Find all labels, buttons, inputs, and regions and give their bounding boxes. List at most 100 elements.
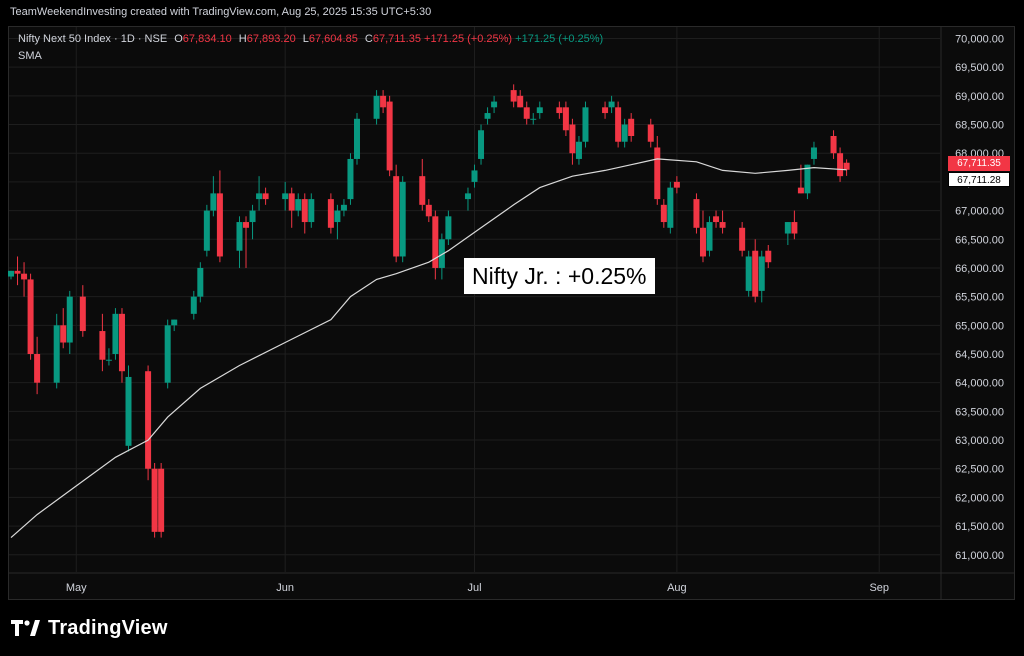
- candle-body: [171, 319, 178, 326]
- candle-body: [118, 313, 125, 372]
- x-tick-label: May: [66, 582, 87, 594]
- high-label: H: [238, 33, 247, 45]
- candle-body: [60, 325, 67, 343]
- y-tick-label: 66,500.00: [955, 234, 1004, 246]
- candle-body: [491, 101, 498, 108]
- candle-body: [784, 222, 791, 234]
- y-tick-label: 67,000.00: [955, 206, 1004, 218]
- candle-body: [432, 216, 439, 268]
- candle-body: [34, 354, 41, 383]
- candle-body: [308, 199, 315, 223]
- candle-body: [216, 193, 223, 257]
- sma-indicator-label[interactable]: SMA: [18, 50, 42, 62]
- candle-body: [386, 101, 393, 171]
- candle-body: [249, 210, 256, 223]
- close-label: C: [364, 33, 373, 45]
- close-value: 67,711.35: [372, 33, 421, 45]
- open-value: 67,834.10: [182, 33, 232, 45]
- y-tick-label: 66,000.00: [955, 263, 1004, 275]
- y-tick-label: 61,000.00: [955, 550, 1004, 562]
- y-tick-label: 64,500.00: [955, 349, 1004, 361]
- candle-body: [151, 468, 158, 532]
- candle-body: [602, 107, 609, 114]
- candle-body: [843, 162, 850, 170]
- candle-body: [158, 468, 165, 532]
- candle-body: [745, 256, 752, 291]
- low-value: 67,604.85: [308, 33, 358, 45]
- y-tick-label: 63,000.00: [955, 435, 1004, 447]
- candle-body: [791, 222, 798, 234]
- annotation-box: Nifty Jr. : +0.25%: [464, 258, 655, 294]
- candle-body: [164, 325, 171, 383]
- change-value-secondary: +171.25 (+0.25%): [515, 33, 604, 45]
- open-label: O: [174, 33, 183, 45]
- candle-body: [562, 107, 569, 131]
- candle-body: [660, 204, 667, 223]
- chart-credit: TeamWeekendInvesting created with Tradin…: [10, 6, 432, 18]
- sma-line: [10, 158, 847, 539]
- candle-body: [699, 227, 706, 257]
- candle-body: [628, 118, 635, 136]
- candle-body: [256, 193, 263, 200]
- y-tick-label: 64,000.00: [955, 378, 1004, 390]
- candle-body: [621, 124, 628, 142]
- x-tick-label: Jun: [276, 582, 294, 594]
- candle-body: [804, 164, 811, 194]
- candle-body: [197, 267, 204, 297]
- candle-body: [8, 270, 14, 277]
- candle-body: [282, 193, 289, 200]
- tradingview-logo-icon: [10, 617, 42, 639]
- candle-body: [523, 107, 530, 119]
- candle-body: [654, 147, 661, 200]
- low-label: L: [302, 33, 309, 45]
- candle-body: [53, 325, 60, 383]
- candle-body: [837, 153, 844, 177]
- symbol-name: Nifty Next 50 Index · 1D · NSE: [18, 33, 168, 45]
- candle-body: [464, 193, 471, 200]
- candle-body: [739, 227, 746, 251]
- y-tick-label: 61,500.00: [955, 521, 1004, 533]
- y-tick-label: 65,000.00: [955, 320, 1004, 332]
- candle-body: [393, 176, 400, 257]
- candle-body: [719, 222, 726, 228]
- candle-body: [99, 331, 106, 360]
- candle-body: [334, 210, 341, 223]
- candle-body: [484, 113, 491, 119]
- candle-body: [21, 273, 28, 280]
- x-tick-label: Aug: [667, 582, 687, 594]
- chart-frame: [8, 26, 1015, 600]
- candle-body: [673, 181, 680, 188]
- candle-body: [14, 270, 21, 274]
- y-tick-label: 70,000.00: [955, 33, 1004, 45]
- sma-price-tag: 67,711.28: [948, 172, 1010, 187]
- candle-body: [693, 199, 700, 228]
- candle-body: [536, 107, 543, 114]
- change-value: +171.25 (+0.25%): [424, 33, 513, 45]
- candle-body: [517, 95, 524, 108]
- y-tick-label: 62,500.00: [955, 464, 1004, 476]
- y-tick-label: 63,500.00: [955, 406, 1004, 418]
- candle-body: [145, 371, 152, 469]
- candle-body: [510, 90, 517, 102]
- candle-body: [830, 136, 837, 154]
- last-price-tag: 67,711.35: [948, 156, 1010, 171]
- candle-body: [340, 204, 347, 211]
- y-tick-label: 62,000.00: [955, 492, 1004, 504]
- x-tick-label: Jul: [467, 582, 481, 594]
- candle-body: [203, 210, 210, 251]
- candle-body: [556, 107, 563, 114]
- candle-body: [210, 193, 217, 211]
- y-tick-label: 69,500.00: [955, 62, 1004, 74]
- y-tick-label: 69,000.00: [955, 91, 1004, 103]
- candle-body: [419, 176, 426, 205]
- candle-body: [353, 118, 360, 159]
- candle-body: [347, 158, 354, 200]
- candle-body: [373, 95, 380, 119]
- high-value: 67,893.20: [246, 33, 296, 45]
- candle-body: [615, 107, 622, 142]
- y-tick-label: 68,500.00: [955, 120, 1004, 132]
- candle-body: [575, 141, 582, 159]
- candle-body: [112, 313, 119, 354]
- candle-body: [530, 118, 537, 120]
